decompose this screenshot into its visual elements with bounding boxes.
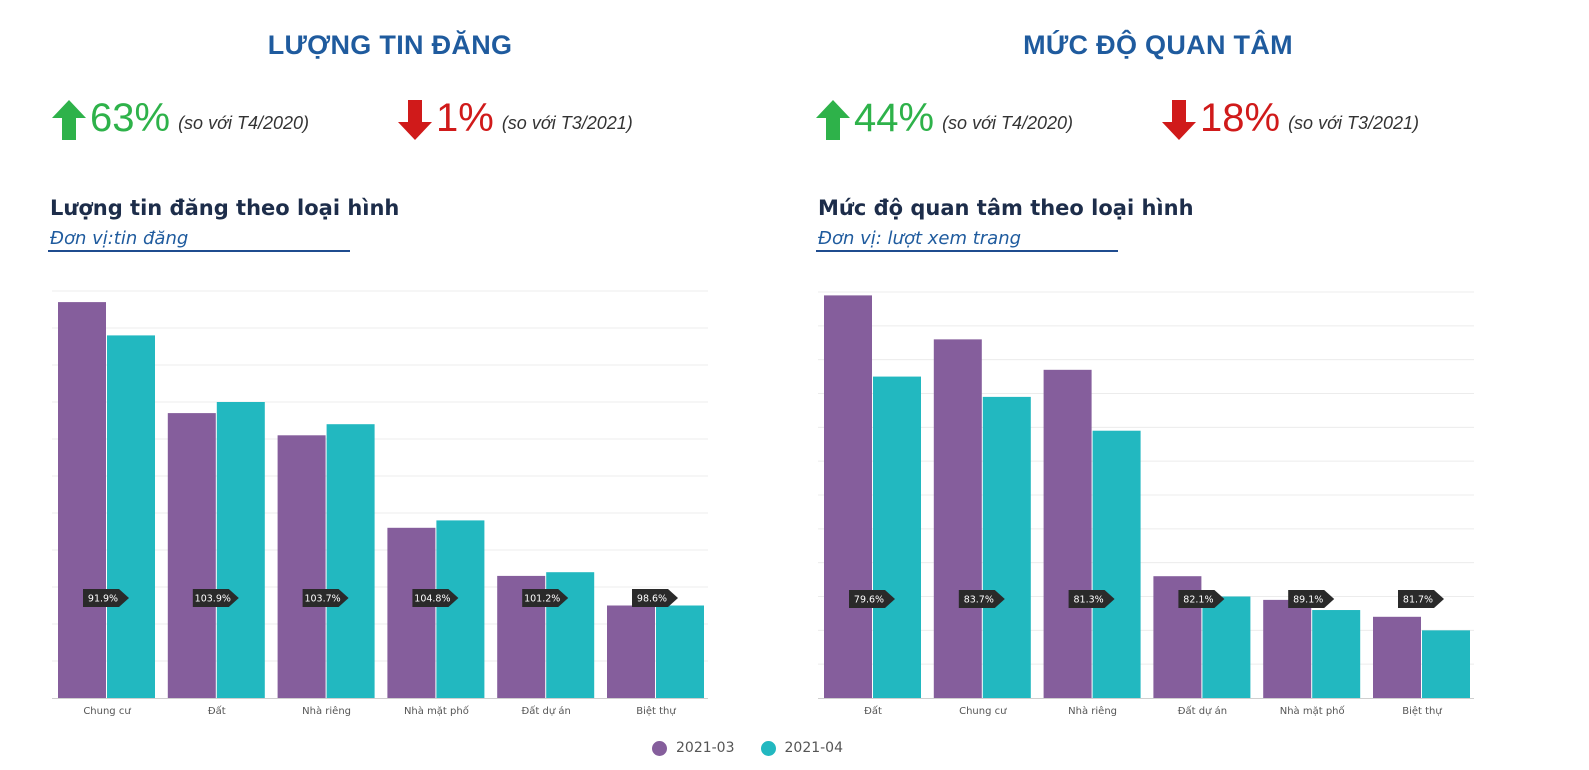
bar-series2 xyxy=(982,396,1031,698)
stat-note: (so với T4/2020) xyxy=(178,113,309,133)
arrow-up-icon xyxy=(52,100,86,140)
legend-label: 2021-03 xyxy=(676,740,735,756)
x-tick-label: Đất dự án xyxy=(1178,705,1227,717)
x-tick-label: Chung cư xyxy=(83,706,131,717)
change-ratio-tag xyxy=(412,589,459,607)
chart-legend: 2021-03 2021-04 xyxy=(652,740,869,756)
stat-decrease: 1% (so với T3/2021) xyxy=(398,96,633,140)
change-ratio-tag xyxy=(632,589,678,607)
change-ratio-label: 81.7% xyxy=(1403,595,1433,606)
stat-increase: 63% (so với T4/2020) xyxy=(52,96,309,140)
change-ratio-tag xyxy=(522,589,569,607)
change-ratio-tag xyxy=(192,589,239,607)
change-ratio-tag xyxy=(83,589,129,607)
bar-series2 xyxy=(1092,430,1141,698)
bar-series2 xyxy=(1312,610,1361,698)
x-tick-label: Nhà mặt phố xyxy=(1280,705,1345,717)
bar-chart-interest: Đất 79.6% Chung cư 83.7% Nhà riêng 81.3% Đất d… xyxy=(818,291,1474,717)
change-ratio-label: 103.7% xyxy=(304,594,340,605)
chart-subtitle: Mức độ quan tâm theo loại hình xyxy=(818,196,1194,220)
legend-item: 2021-03 xyxy=(652,740,735,756)
bar-series2 xyxy=(326,424,375,698)
legend-swatch xyxy=(760,740,776,756)
change-ratio-tag xyxy=(958,590,1005,608)
x-tick-label: Biệt thự xyxy=(1402,705,1442,717)
bar-series1 xyxy=(387,527,436,698)
bar-series1 xyxy=(1043,369,1092,698)
bar-series1 xyxy=(1373,616,1421,698)
bar-series2 xyxy=(1202,596,1251,698)
change-ratio-tag xyxy=(1068,590,1115,608)
bar-series1 xyxy=(167,413,216,698)
bar-series2 xyxy=(216,402,265,698)
arrow-down-icon xyxy=(1162,100,1196,140)
stat-value: 18% xyxy=(1200,96,1281,140)
change-ratio-label: 98.6% xyxy=(637,594,667,605)
left-panel: LƯỢNG TIN ĐĂNG 63% (so với T4/2020) 1% (… xyxy=(0,0,780,740)
panel-title: MỨC ĐỘ QUAN TÂM xyxy=(1023,30,1293,60)
change-ratio-label: 103.9% xyxy=(195,594,231,605)
change-ratio-label: 89.1% xyxy=(1293,595,1323,606)
chart-subtitle: Lượng tin đăng theo loại hình xyxy=(50,196,400,220)
change-ratio-label: 79.6% xyxy=(854,595,884,606)
chart-unit: Đơn vị:tin đăng xyxy=(50,228,189,249)
legend-label: 2021-04 xyxy=(784,740,844,756)
stat-decrease: 18% (so với T3/2021) xyxy=(1162,96,1419,140)
bar-series1 xyxy=(607,605,655,698)
legend-item: 2021-04 xyxy=(760,740,844,756)
legend-swatch xyxy=(652,740,667,756)
bar-series2 xyxy=(107,335,155,698)
change-ratio-label: 82.1% xyxy=(1183,595,1213,606)
bar-series1 xyxy=(58,302,106,698)
x-tick-label: Chung cư xyxy=(959,706,1007,717)
panel-title: LƯỢNG TIN ĐĂNG xyxy=(267,30,513,60)
arrow-up-icon xyxy=(816,100,850,140)
change-ratio-label: 101.2% xyxy=(524,594,560,605)
change-ratio-tag xyxy=(1178,590,1225,608)
x-tick-label: Nhà riêng xyxy=(302,705,351,717)
change-ratio-label: 83.7% xyxy=(964,595,994,606)
change-ratio-tag xyxy=(302,589,349,607)
bar-series2 xyxy=(656,605,704,698)
x-tick-label: Đất xyxy=(208,705,226,717)
bar-chart-listings: Chung cư 91.9% Đất 103.9% Nhà riêng 103.7% Nhà… xyxy=(52,290,708,717)
change-ratio-tag xyxy=(849,590,895,608)
stat-note: (so với T4/2020) xyxy=(942,113,1073,133)
x-tick-label: Biệt thự xyxy=(636,705,676,717)
stat-value: 44% xyxy=(854,96,935,140)
bar-series2 xyxy=(1422,630,1470,698)
chart-unit: Đơn vị: lượt xem trang xyxy=(818,228,1022,249)
stat-note: (so với T3/2021) xyxy=(1288,113,1419,133)
unit-underline xyxy=(48,250,350,252)
x-tick-label: Đất xyxy=(864,705,882,717)
unit-underline xyxy=(816,250,1118,252)
bar-series2 xyxy=(873,376,921,698)
stat-value: 1% xyxy=(436,96,494,140)
bar-series2 xyxy=(436,520,485,698)
stat-value: 63% xyxy=(90,96,171,140)
x-tick-label: Nhà mặt phố xyxy=(404,705,469,717)
right-panel: MỨC ĐỘ QUAN TÂM 44% (so với T4/2020) 18%… xyxy=(768,0,1548,740)
stat-note: (so với T3/2021) xyxy=(501,113,633,133)
change-ratio-label: 81.3% xyxy=(1074,595,1104,606)
change-ratio-tag xyxy=(1288,590,1335,608)
bar-series1 xyxy=(1263,599,1312,698)
x-tick-label: Đất dự án xyxy=(522,705,571,717)
stat-increase: 44% (so với T4/2020) xyxy=(816,96,1073,140)
bar-series1 xyxy=(933,339,982,698)
change-ratio-tag xyxy=(1398,590,1444,608)
x-tick-label: Nhà riêng xyxy=(1068,705,1117,717)
arrow-down-icon xyxy=(398,100,432,140)
change-ratio-label: 91.9% xyxy=(88,594,118,605)
change-ratio-label: 104.8% xyxy=(414,594,450,605)
bar-series1 xyxy=(277,435,326,698)
bar-series1 xyxy=(824,295,872,698)
